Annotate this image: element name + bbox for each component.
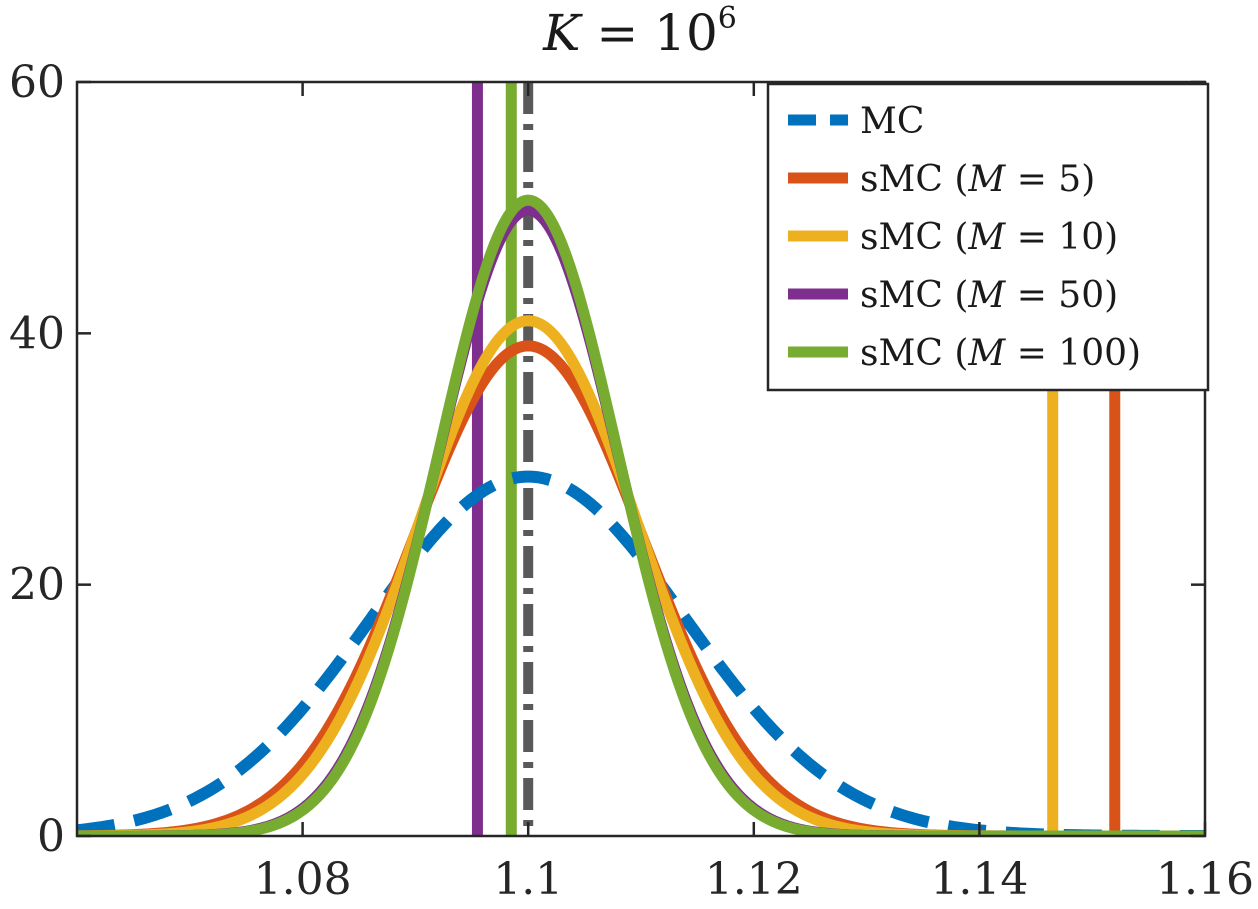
x-tick-label: 1.1 bbox=[493, 854, 563, 905]
x-tick-label: 1.08 bbox=[254, 854, 352, 905]
title-base: 10 bbox=[654, 4, 718, 62]
legend-label-smc-m-5: sMC (M = 5) bbox=[860, 159, 1095, 200]
y-tick-label: 0 bbox=[37, 811, 65, 862]
axes-frame bbox=[75, 80, 1207, 838]
y-tick-label: 40 bbox=[9, 308, 65, 359]
legend-label-smc-m-100: sMC (M = 100) bbox=[860, 333, 1141, 374]
chart-title: K = 106 bbox=[542, 1, 737, 62]
y-tick-label: 60 bbox=[9, 57, 65, 108]
axis-tick-labels: 1.08 1.1 1.12 1.14 1.16 0 20 40 60 bbox=[9, 57, 1254, 905]
y-tick-label: 20 bbox=[9, 560, 65, 611]
title-eq: = bbox=[580, 4, 654, 62]
x-tick-label: 1.16 bbox=[1156, 854, 1254, 905]
legend-label-smc-m-10: sMC (M = 10) bbox=[860, 217, 1118, 258]
legend-label-mc: MC bbox=[860, 101, 924, 142]
title-exponent: 6 bbox=[718, 1, 737, 36]
curve-smc-m-100 bbox=[77, 194, 1205, 836]
x-tick-label: 1.12 bbox=[705, 854, 803, 905]
x-tick-label: 1.14 bbox=[930, 854, 1028, 905]
legend: MC sMC (M = 5) sMC (M = 10) sMC (M = 50) sMC… bbox=[766, 82, 1210, 392]
legend-label-smc-m-50: sMC (M = 50) bbox=[860, 275, 1118, 316]
title-lhs: K bbox=[542, 4, 583, 62]
